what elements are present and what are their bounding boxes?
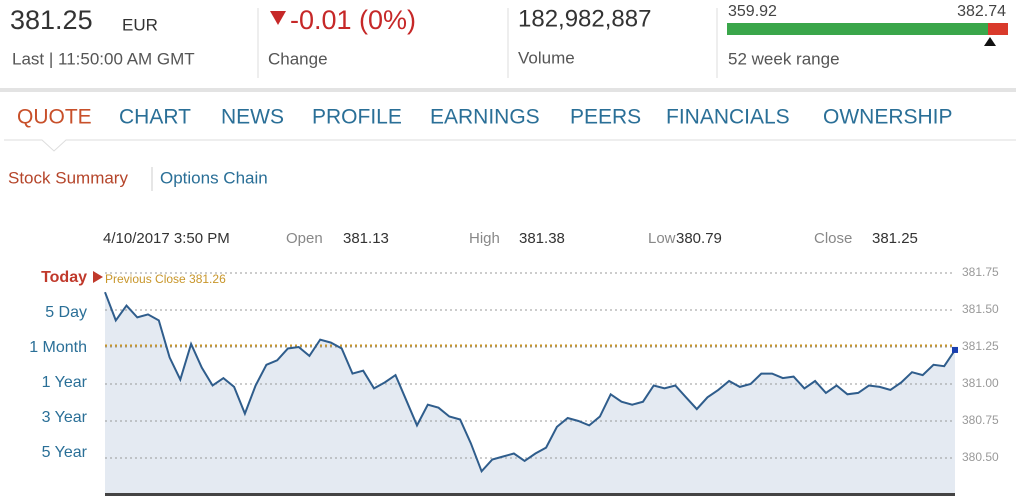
tab[interactable]: NEWS [221, 106, 284, 129]
tab[interactable]: OWNERSHIP [823, 106, 953, 129]
period-arrow [93, 271, 103, 283]
tab[interactable]: QUOTE [17, 106, 92, 129]
range-bar [727, 23, 988, 35]
open: 381.13 [343, 230, 389, 247]
y-tick-label: 381.00 [962, 376, 999, 390]
low: 380.79 [676, 230, 722, 247]
change-label: Change [268, 49, 328, 68]
period[interactable]: 5 Year [42, 444, 88, 461]
tabs: QUOTE CHART NEWS PROFILE EARNINGS PEERS … [4, 106, 1016, 152]
change: -0.01 (0%) [290, 5, 416, 35]
price: 381.25 [10, 5, 93, 35]
tab[interactable]: PROFILE [312, 106, 402, 129]
area [105, 292, 955, 494]
range-label: 52 week range [728, 49, 840, 68]
subtab[interactable]: Stock Summary [8, 168, 128, 187]
info-row: 4/10/2017 3:50 PM Open 381.13 High 381.3… [103, 230, 918, 247]
close: 381.25 [872, 230, 918, 247]
last-time: Last | 11:50:00 AM GMT [12, 49, 195, 68]
high-label: High [469, 230, 500, 247]
previous-close-label: Previous Close 381.26 [105, 272, 226, 286]
period[interactable]: 1 Year [42, 374, 88, 391]
subtab[interactable]: Options Chain [160, 168, 268, 187]
last-point [952, 346, 958, 353]
close-label: Close [814, 230, 852, 247]
volume: 182,982,887 [518, 5, 651, 32]
header-rule [0, 88, 1016, 92]
low-label: Low [648, 230, 676, 247]
period[interactable]: 5 Day [45, 304, 87, 321]
volume-label: Volume [518, 48, 575, 67]
tab[interactable]: FINANCIALS [666, 106, 790, 129]
open-label: Open [286, 230, 323, 247]
range-low: 359.92 [728, 3, 777, 20]
down-arrow [270, 11, 286, 25]
period[interactable]: 3 Year [42, 409, 88, 426]
tab[interactable]: EARNINGS [430, 106, 540, 129]
period[interactable]: Today [41, 269, 87, 286]
quote-header: 381.25 EUR Last | 11:50:00 AM GMT -0.01 … [0, 3, 1016, 92]
tab[interactable]: PEERS [570, 106, 641, 129]
y-tick-label: 381.25 [962, 339, 999, 353]
periods: Today 5 Day 1 Month 1 Year 3 Year 5 Year [29, 269, 103, 461]
y-tick-label: 380.50 [962, 450, 999, 464]
currency: EUR [122, 15, 158, 34]
high: 381.38 [519, 230, 565, 247]
tab-rule [4, 139, 1016, 152]
y-tick-label: 381.75 [962, 265, 999, 279]
range-marker [984, 37, 996, 46]
y-tick-label: 381.50 [962, 302, 999, 316]
chart: 381.75 381.50 381.25 381.00 380.75 380.50 Prev… [104, 265, 999, 496]
price-line [104, 291, 956, 474]
date: 4/10/2017 3:50 PM [103, 230, 230, 247]
subtabs: Stock Summary Options Chain [8, 167, 268, 191]
range-high: 382.74 [957, 3, 1006, 20]
period[interactable]: 1 Month [29, 339, 87, 356]
range-bar-tail [988, 23, 1008, 35]
tab[interactable]: CHART [119, 106, 191, 129]
y-tick-label: 380.75 [962, 413, 999, 427]
